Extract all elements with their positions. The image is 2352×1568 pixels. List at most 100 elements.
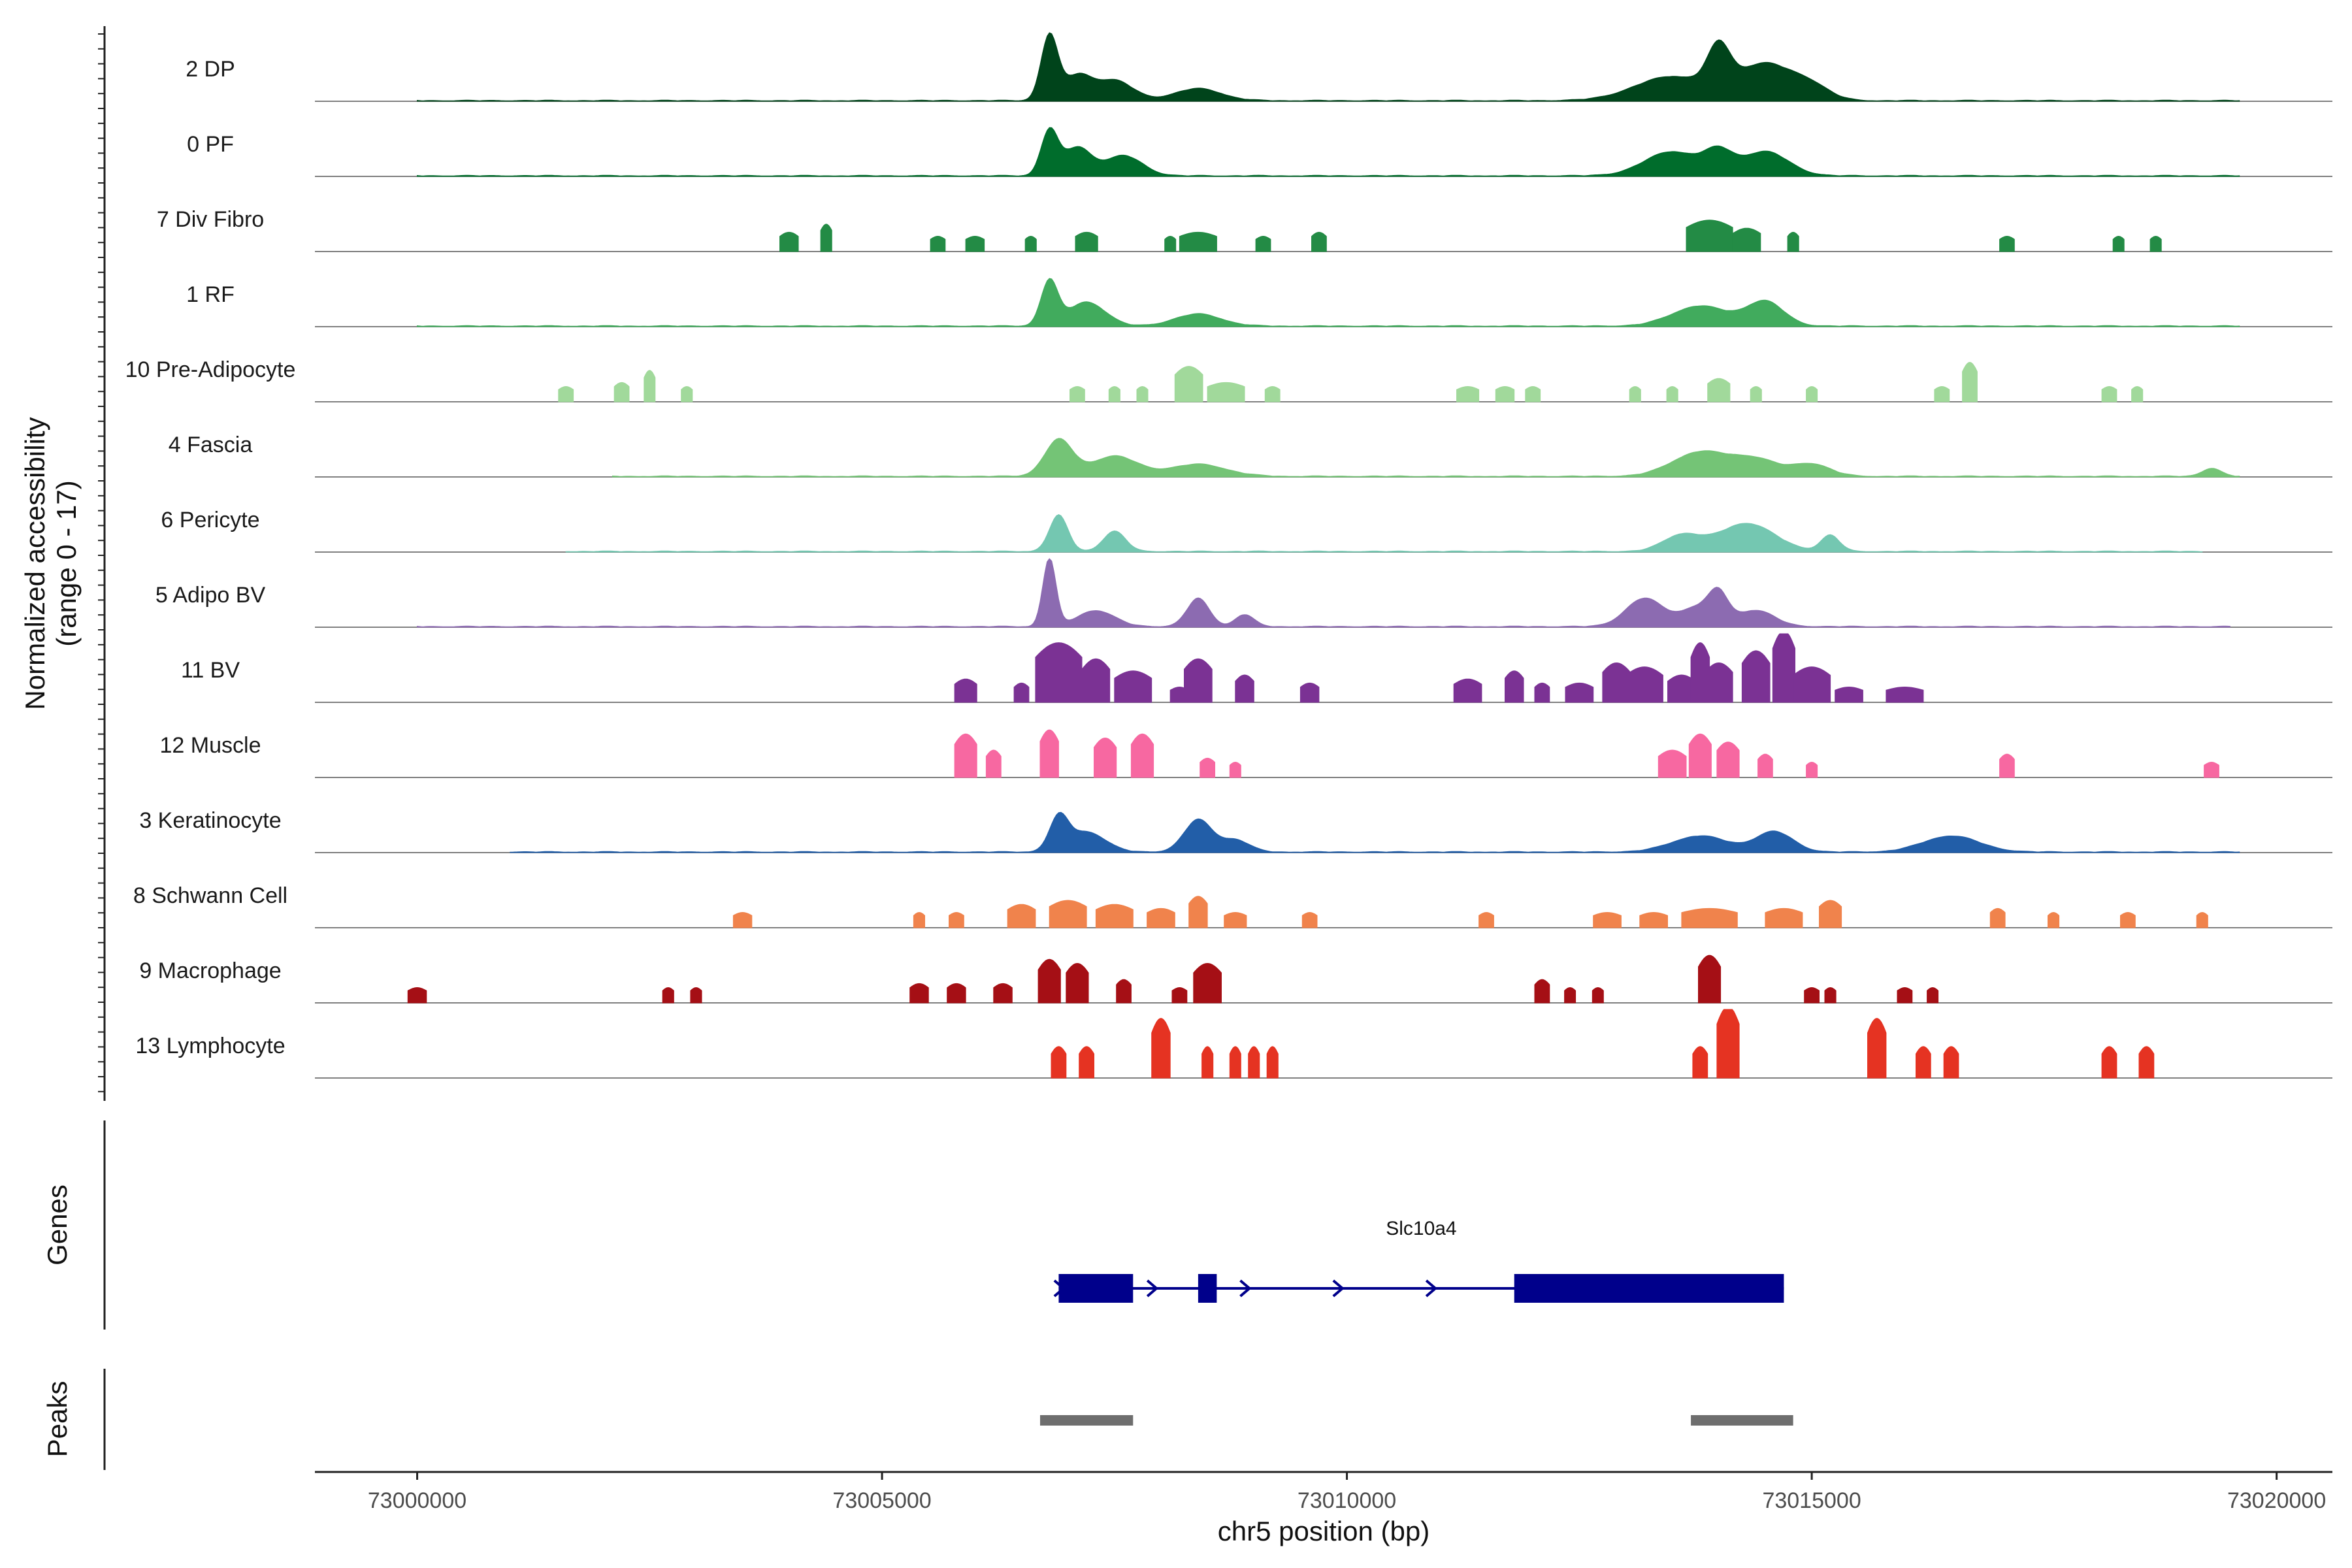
coverage-peak bbox=[2131, 385, 2144, 402]
coverage-peak bbox=[1456, 385, 1480, 402]
track-label: 9 Macrophage bbox=[139, 958, 281, 983]
track-8-schwann-cell: 8 Schwann Cell bbox=[133, 883, 2332, 928]
coverage-peak bbox=[1171, 987, 1188, 1004]
coverage-peak bbox=[1478, 911, 1494, 928]
peak-region bbox=[1691, 1415, 1793, 1426]
coverage-peak bbox=[1070, 385, 1085, 402]
track-label: 0 PF bbox=[187, 132, 234, 157]
coverage-peak bbox=[1108, 385, 1120, 402]
track-label: 10 Pre-Adipocyte bbox=[125, 357, 296, 382]
coverage-peak bbox=[1075, 231, 1098, 252]
coverage-area bbox=[565, 514, 2203, 553]
coverage-peak bbox=[1704, 662, 1733, 703]
coverage-peak bbox=[1130, 733, 1154, 778]
coverage-peak bbox=[732, 911, 753, 928]
coverage-peak bbox=[1264, 385, 1281, 402]
coverage-peak bbox=[1224, 911, 1247, 928]
coverage-peak bbox=[1916, 1046, 1931, 1079]
coverage-peak bbox=[1079, 1046, 1094, 1079]
coverage-peak bbox=[1804, 987, 1820, 1004]
coverage-peak bbox=[1094, 737, 1117, 778]
coverage-peak bbox=[1039, 729, 1059, 778]
coverage-peak bbox=[1255, 235, 1271, 252]
coverage-peak bbox=[1602, 662, 1631, 703]
coverage-peak bbox=[2120, 911, 2136, 928]
coverage-peak bbox=[1686, 220, 1733, 252]
coverage-peak bbox=[1716, 1009, 1740, 1079]
coverage-peak bbox=[1927, 987, 1939, 1004]
track-label: 6 Pericyte bbox=[161, 508, 259, 532]
coverage-peak bbox=[1732, 227, 1761, 252]
gene-label: Slc10a4 bbox=[1386, 1218, 1456, 1239]
coverage-peak bbox=[985, 749, 1002, 778]
track-label: 5 Adipo BV bbox=[155, 583, 266, 608]
coverage-peak bbox=[1151, 1018, 1171, 1079]
coverage-peak bbox=[1666, 385, 1678, 402]
coverage-area bbox=[417, 558, 2230, 628]
coverage-peak bbox=[1188, 896, 1208, 928]
y-axis bbox=[98, 26, 106, 1101]
track-0-pf: 0 PF bbox=[187, 127, 2332, 177]
coverage-peak bbox=[1806, 761, 1818, 778]
coverage-peak bbox=[1688, 733, 1712, 778]
coverage-peak bbox=[1943, 1046, 1959, 1079]
coverage-peak bbox=[1116, 979, 1132, 1004]
coverage-peak bbox=[1024, 235, 1037, 252]
coverage-peak bbox=[1147, 907, 1175, 928]
track-label: 3 Keratinocyte bbox=[139, 808, 281, 833]
coverage-peak bbox=[949, 911, 964, 928]
coverage-peak bbox=[1114, 670, 1152, 703]
coverage-peak bbox=[1453, 678, 1482, 703]
x-tick-label: 73015000 bbox=[1762, 1488, 1861, 1513]
coverage-peak bbox=[1750, 385, 1762, 402]
track-label: 13 Lymphocyte bbox=[135, 1034, 285, 1058]
coverage-peak bbox=[2101, 385, 2117, 402]
track-7-div-fibro: 7 Div Fibro bbox=[157, 207, 2332, 252]
coverage-peak bbox=[1299, 682, 1320, 703]
coverage-peak bbox=[1229, 1046, 1241, 1079]
x-tick-label: 73000000 bbox=[368, 1488, 466, 1513]
coverage-peak bbox=[1681, 907, 1738, 928]
track-label: 11 BV bbox=[181, 658, 240, 683]
coverage-peak bbox=[1707, 378, 1731, 402]
coverage-peak bbox=[1629, 385, 1641, 402]
coverage-peak bbox=[1824, 987, 1837, 1004]
coverage-peak bbox=[2112, 235, 2125, 252]
coverage-peak bbox=[993, 983, 1013, 1004]
track-6-pericyte: 6 Pericyte bbox=[161, 508, 2332, 553]
track-1-rf: 1 RF bbox=[186, 278, 2332, 327]
coverage-peak bbox=[965, 235, 985, 252]
coverage-area bbox=[417, 127, 2240, 177]
coverage-peak bbox=[1007, 904, 1036, 928]
coverage-area bbox=[417, 278, 2240, 327]
coverage-peak bbox=[2101, 1046, 2117, 1079]
peaks-panel-title: Peaks bbox=[42, 1381, 73, 1458]
x-tick-label: 73020000 bbox=[2227, 1488, 2326, 1513]
track-10-pre-adipocyte: 10 Pre-Adipocyte bbox=[125, 357, 2332, 402]
coverage-peak bbox=[1593, 911, 1622, 928]
track-13-lymphocyte: 13 Lymphocyte bbox=[135, 1009, 2332, 1079]
x-tick-label: 73010000 bbox=[1298, 1488, 1396, 1513]
strand-arrow bbox=[1332, 1279, 1345, 1298]
coverage-peak bbox=[1229, 761, 1241, 778]
coverage-peak bbox=[1248, 1046, 1260, 1079]
y-axis-title-line1: Normalized accessibility bbox=[20, 417, 50, 710]
coverage-peak bbox=[1564, 987, 1576, 1004]
track-label: 4 Fascia bbox=[169, 433, 253, 457]
coverage-peak bbox=[779, 231, 799, 252]
coverage-peak bbox=[407, 987, 427, 1004]
coverage-peak bbox=[1658, 749, 1687, 778]
track-label: 12 Muscle bbox=[160, 733, 261, 758]
x-axis: 73000000 73005000 73010000 73015000 73020000 bbox=[315, 1471, 2332, 1513]
coverage-peak bbox=[954, 678, 977, 703]
coverage-peak bbox=[1235, 674, 1254, 703]
coverage-peak bbox=[2149, 235, 2162, 252]
track-4-fascia: 4 Fascia bbox=[169, 433, 2332, 478]
coverage-peak bbox=[1757, 753, 1773, 778]
coverage-peak bbox=[1765, 907, 1803, 928]
coverage-peak bbox=[930, 235, 946, 252]
coverage-peak bbox=[2048, 911, 2060, 928]
coverage-peak bbox=[1013, 682, 1030, 703]
coverage-peak bbox=[1698, 955, 1722, 1004]
